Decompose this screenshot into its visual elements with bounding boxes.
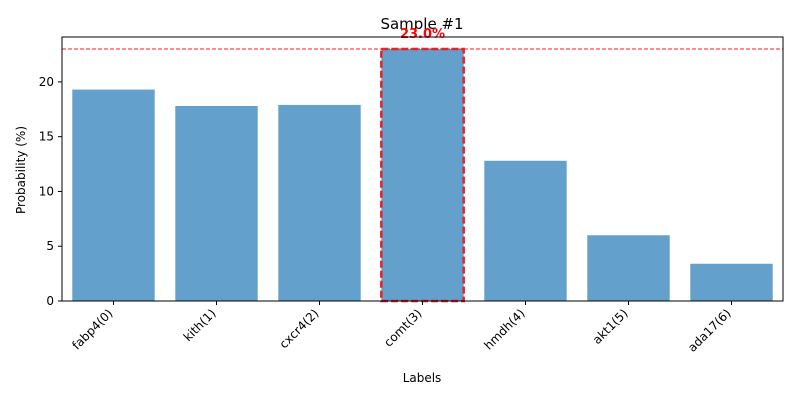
y-tick-label-2: 10	[39, 184, 54, 198]
y-tick-label-1: 5	[46, 239, 54, 253]
bar-5	[587, 235, 670, 301]
bar-2	[278, 104, 361, 301]
x-tick-label-3: comt(3)	[381, 306, 424, 349]
bar-0	[72, 89, 155, 302]
bar-1	[175, 106, 258, 301]
x-tick-label-1: kith(1)	[181, 306, 219, 344]
x-axis: fabp4(0) kith(1) cxcr4(2) comt(3) hmdh(4) akt…	[69, 301, 734, 355]
y-tick-label-4: 20	[39, 75, 54, 89]
x-tick-label-5: akt1(5)	[590, 306, 631, 347]
bar-6	[690, 263, 773, 301]
y-tick-label-3: 15	[39, 130, 54, 144]
x-axis-label: Labels	[403, 371, 442, 385]
y-axis: 0 5 10 15 20	[39, 75, 62, 308]
plot-frame	[61, 36, 784, 302]
bar-4	[484, 160, 567, 301]
x-tick-label-2: cxcr4(2)	[277, 306, 322, 351]
x-tick-label-0: fabp4(0)	[69, 306, 115, 352]
x-tick-label-6: ada17(6)	[685, 306, 734, 355]
y-axis-label: Probability (%)	[14, 126, 28, 214]
x-tick-label-4: hmdh(4)	[481, 306, 527, 352]
bars-group	[72, 49, 773, 302]
highlight-value-label: 23.0%	[400, 27, 445, 42]
chart-title: Sample #1	[380, 15, 463, 33]
bar-3	[381, 49, 464, 302]
y-tick-label-0: 0	[46, 294, 54, 308]
